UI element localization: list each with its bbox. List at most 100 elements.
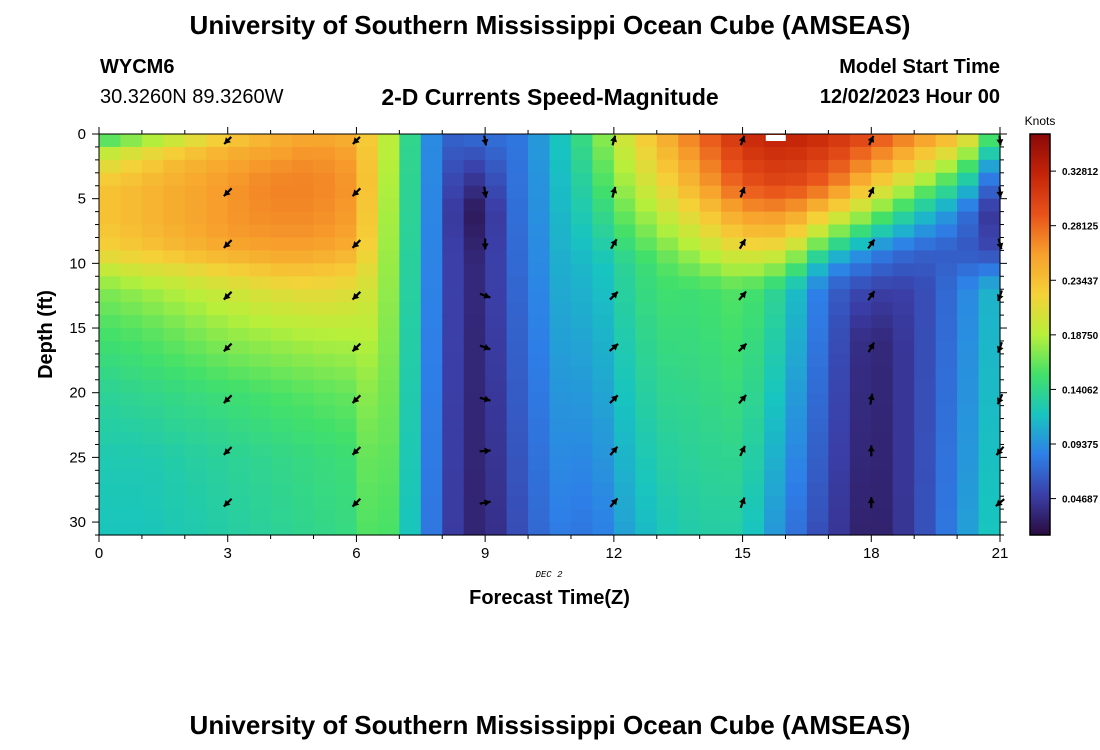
heatmap-cell [99,224,122,239]
heatmap-cell [99,172,122,187]
heatmap-cell [463,134,486,148]
heatmap-cell [506,405,529,420]
heatmap-cell [377,431,400,446]
heatmap-cell [892,237,915,252]
heatmap-cell [785,366,808,381]
heatmap-cell [99,444,122,458]
heatmap-cell [935,159,958,174]
heatmap-cell [99,315,122,329]
heatmap-cell [656,211,679,226]
heatmap-cell [528,496,551,510]
heatmap-cell [806,224,829,239]
heatmap-cell [570,172,594,187]
heatmap-cell [656,198,679,213]
current-vector [223,187,233,197]
heatmap-cell [742,315,765,329]
heatmap-cell [356,328,379,342]
heatmap-cell [699,405,722,420]
heatmap-cell [377,496,400,510]
heatmap-cell [270,431,293,446]
heatmap-cell [764,418,787,433]
heatmap-cell [785,146,808,161]
heatmap-cell [699,366,722,381]
heatmap-cell [313,405,336,420]
heatmap-cell [549,470,572,484]
heatmap-cell [506,211,529,226]
heatmap-cell [806,289,829,303]
heatmap-cell [184,496,207,510]
heatmap-cell [442,185,465,200]
heatmap-cell [871,353,894,368]
heatmap-cell [806,302,829,316]
heatmap-cell [420,379,443,394]
heatmap-cell [206,418,229,433]
heatmap-cell [978,470,1001,484]
heatmap-cell [849,224,872,239]
heatmap-cell [249,211,272,226]
heatmap-cell [592,159,615,174]
heatmap-cell [485,496,508,510]
heatmap-cell [120,405,143,420]
heatmap-cell [163,289,186,303]
heatmap-cell [120,509,143,523]
heatmap-cell [506,483,529,497]
heatmap-cell [206,185,229,200]
heatmap-cell [764,509,787,523]
heatmap-cell [528,392,551,407]
heatmap-cell [99,366,122,381]
heatmap-cell [957,159,980,174]
heatmap-cell [570,237,594,252]
heatmap-cell [442,328,465,342]
heatmap-cell [506,353,529,368]
heatmap-cell [721,379,744,394]
heatmap-cell [806,159,829,174]
heatmap-cell [292,315,315,329]
heatmap-cell [485,302,508,316]
heatmap-cell [399,418,422,433]
heatmap-cell [227,392,250,407]
heatmap-cell [206,146,229,161]
heatmap-cell [120,302,143,316]
heatmap-cell [399,172,422,187]
heatmap-cell [313,366,336,381]
heatmap-cell [184,444,207,458]
heatmap-cell [120,250,143,264]
heatmap-cell [742,366,765,381]
heatmap-cell [764,379,787,394]
heatmap-cell [957,315,980,329]
heatmap-cell [506,431,529,446]
heatmap-cell [141,134,164,148]
heatmap-cell [914,483,937,497]
heatmap-cell [141,457,164,471]
heatmap-cell [313,496,336,510]
heatmap-cell [849,328,872,342]
x-tick-label: 15 [734,545,751,562]
heatmap-cell [892,379,915,394]
heatmap-cell [806,405,829,420]
heatmap-cell [334,134,358,148]
heatmap-cell [978,522,1001,536]
heatmap-cell [292,496,315,510]
heatmap-cell [463,392,486,407]
heatmap-cell [399,263,422,277]
heatmap-cell [978,224,1001,239]
heatmap-cell [828,224,851,239]
heatmap-cell [141,328,164,342]
x-tick-label: 3 [224,545,232,562]
heatmap-cell [270,159,293,174]
heatmap-cell [785,159,808,174]
heatmap-cell [356,522,379,536]
heatmap-cell [377,198,400,213]
heatmap-cell [442,276,465,290]
heatmap-cell [356,444,379,458]
heatmap-cell [957,431,980,446]
heatmap-cell [420,289,443,303]
heatmap-cell [120,159,143,174]
heatmap-cell [935,418,958,433]
heatmap-cell [592,392,615,407]
heatmap-cell [978,302,1001,316]
heatmap-cell [442,496,465,510]
heatmap-cell [828,185,851,200]
heatmap-cell [957,509,980,523]
heatmap-cell [356,276,379,290]
